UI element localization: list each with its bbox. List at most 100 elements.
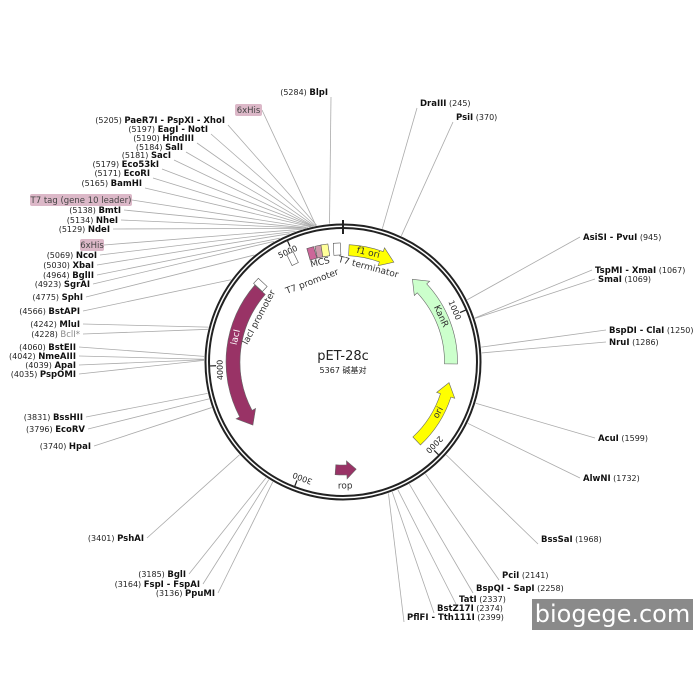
feature-laci-arrow (225, 284, 266, 426)
enzyme-leader-line (400, 121, 454, 237)
enzyme-label[interactable]: (3164) FspI - FspAI (115, 580, 200, 590)
enzyme-position: (3796) (26, 425, 55, 434)
tick-mark (433, 450, 439, 456)
enzyme-label[interactable]: (5197) EagI - NotI (128, 125, 208, 135)
enzyme-label[interactable]: AsiSI - PvuI (945) (583, 233, 661, 243)
enzyme-leader-line (397, 489, 457, 605)
enzyme-position: (3831) (24, 413, 53, 422)
enzyme-label[interactable]: PsiI (370) (456, 113, 497, 123)
enzyme-position: (945) (637, 233, 661, 242)
enzyme-position: (4775) (32, 293, 61, 302)
enzyme-label[interactable]: (4964) BglII (43, 271, 94, 281)
enzyme-position: (5184) (136, 143, 165, 152)
feature-box-label[interactable]: T7 tag (gene 10 leader) (30, 196, 132, 206)
enzyme-label[interactable]: AcuI (1599) (598, 434, 648, 444)
enzyme-position: (5171) (94, 169, 123, 178)
enzyme-name: BclI* (60, 330, 80, 340)
enzyme-label[interactable]: BspDI - ClaI (1250) (609, 326, 694, 336)
enzyme-label[interactable]: TatI (2337) (459, 595, 506, 605)
enzyme-label[interactable]: (4039) ApaI (25, 361, 76, 371)
enzyme-name: AcuI (598, 434, 619, 444)
enzyme-leader-line (210, 133, 316, 227)
enzyme-name: EagI - NotI (158, 125, 208, 135)
enzyme-label[interactable]: (4060) BstEII (19, 343, 76, 353)
enzyme-label[interactable]: PflFI - Tth111I (2399) (407, 613, 504, 623)
enzyme-name: SmaI (598, 275, 622, 285)
enzyme-name: NheI (96, 216, 118, 226)
enzyme-label[interactable]: (4042) NmeAIII (9, 352, 76, 362)
enzyme-leader-line (474, 269, 593, 319)
enzyme-name: BssSaI (541, 535, 573, 545)
enzyme-label[interactable]: (5138) BmtI (69, 206, 121, 216)
enzyme-name: FspI - FspAI (144, 580, 200, 590)
enzyme-label[interactable]: BspQI - SapI (2258) (476, 584, 564, 594)
enzyme-label[interactable]: (3185) BglI (138, 570, 186, 580)
enzyme-name: AsiSI - PvuI (583, 233, 637, 243)
enzyme-position: (4228) (31, 330, 60, 339)
enzyme-label[interactable]: (5179) Eco53kI (93, 160, 160, 170)
enzyme-position: (4042) (9, 352, 38, 361)
enzyme-label[interactable]: (4566) BstAPI (19, 307, 80, 317)
enzyme-label[interactable]: (4228) BclI* (31, 330, 80, 340)
enzyme-leader-line (85, 254, 255, 298)
enzyme-label[interactable]: (3796) EcoRV (26, 425, 85, 435)
enzyme-name: TatI (459, 595, 477, 605)
enzyme-label[interactable]: SmaI (1069) (598, 275, 651, 285)
enzyme-label[interactable]: (3831) BssHII (24, 413, 83, 423)
enzyme-name: BssHII (53, 413, 83, 423)
enzyme-name: XbaI (72, 261, 94, 271)
enzyme-label[interactable]: AlwNI (1732) (583, 474, 640, 484)
enzyme-label[interactable]: BssSaI (1968) (541, 535, 602, 545)
enzyme-label[interactable]: (4775) SphI (32, 293, 83, 303)
enzyme-leader-lines (78, 96, 607, 623)
enzyme-label[interactable]: (5284) BlpI (280, 88, 328, 98)
enzyme-leader-line (96, 237, 280, 276)
enzyme-label[interactable]: (4035) PspOMI (11, 370, 76, 380)
enzyme-name: NruI (609, 338, 630, 348)
enzyme-label[interactable]: (3136) PpuMI (156, 589, 215, 599)
enzyme-label[interactable]: (4923) SgrAI (35, 280, 90, 290)
enzyme-leader-line (144, 187, 311, 228)
enzyme-name: BspDI - ClaI (609, 326, 664, 336)
enzyme-leader-line (78, 355, 205, 360)
enzyme-name: BamHI (111, 179, 142, 189)
feature-rop-label: rop (338, 481, 353, 491)
enzyme-name: BstAPI (48, 307, 80, 317)
enzyme-leader-line (481, 329, 607, 348)
enzyme-name: BstZ17I (437, 604, 474, 614)
enzyme-label[interactable]: (5184) SalI (136, 143, 183, 153)
enzyme-leader-line (82, 279, 232, 312)
enzyme-leader-line (329, 96, 332, 224)
enzyme-label[interactable]: (5181) SacI (122, 151, 171, 161)
enzyme-label[interactable]: DraIII (245) (420, 99, 471, 109)
enzyme-label[interactable]: (5190) HindIII (133, 134, 194, 144)
enzyme-leader-line (161, 168, 313, 227)
enzyme-position: (5284) (280, 88, 309, 97)
enzyme-name: DraIII (420, 99, 446, 109)
enzyme-label[interactable]: (5171) EcoRI (94, 169, 150, 179)
enzyme-leader-line (92, 240, 275, 285)
enzyme-name: Eco53kI (122, 160, 159, 170)
enzyme-label[interactable]: (5030) XbaI (43, 261, 94, 271)
enzyme-label[interactable]: (5134) NheI (67, 216, 118, 226)
enzyme-label[interactable]: NruI (1286) (609, 338, 659, 348)
feature-box-label[interactable]: 6xHis (80, 241, 104, 251)
enzyme-name: NmeAIII (38, 352, 76, 362)
enzyme-label[interactable]: (5129) NdeI (59, 225, 110, 235)
enzyme-name: AlwNI (583, 474, 611, 484)
feature-box-label[interactable]: 6xHis (237, 106, 261, 116)
enzyme-label[interactable]: TspMI - XmaI (1067) (595, 266, 685, 276)
enzyme-leader-line (93, 407, 212, 447)
enzyme-label[interactable]: (5205) PaeR7I - PspXI - XhoI (95, 116, 225, 126)
enzyme-position: (2141) (519, 571, 548, 580)
enzyme-label[interactable]: (5069) NcoI (47, 251, 97, 261)
enzyme-leader-line (467, 236, 581, 301)
enzyme-label[interactable]: (3740) HpaI (40, 442, 91, 452)
tick-label: 4000 (215, 360, 225, 381)
enzyme-label[interactable]: BstZ17I (2374) (437, 604, 503, 614)
enzyme-label[interactable]: PciI (2141) (502, 571, 549, 581)
enzyme-label[interactable]: (5165) BamHI (81, 179, 142, 189)
enzyme-label[interactable]: (4242) MluI (30, 320, 80, 330)
enzyme-label[interactable]: (3401) PshAI (88, 534, 144, 544)
enzyme-leader-line (188, 477, 267, 575)
